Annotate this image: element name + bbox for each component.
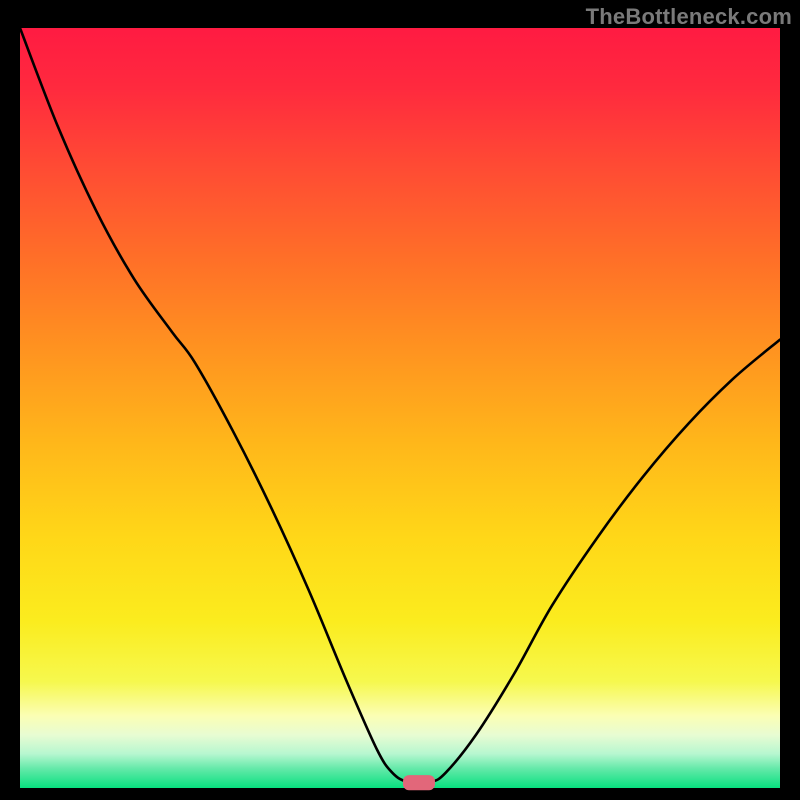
optimal-marker: [403, 775, 435, 790]
plot-background: [20, 28, 780, 788]
chart-container: TheBottleneck.com: [0, 0, 800, 800]
watermark-text: TheBottleneck.com: [586, 4, 792, 30]
chart-svg: [0, 0, 800, 800]
